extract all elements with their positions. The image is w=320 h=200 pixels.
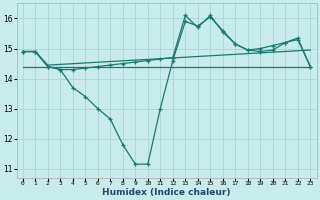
X-axis label: Humidex (Indice chaleur): Humidex (Indice chaleur): [102, 188, 231, 197]
